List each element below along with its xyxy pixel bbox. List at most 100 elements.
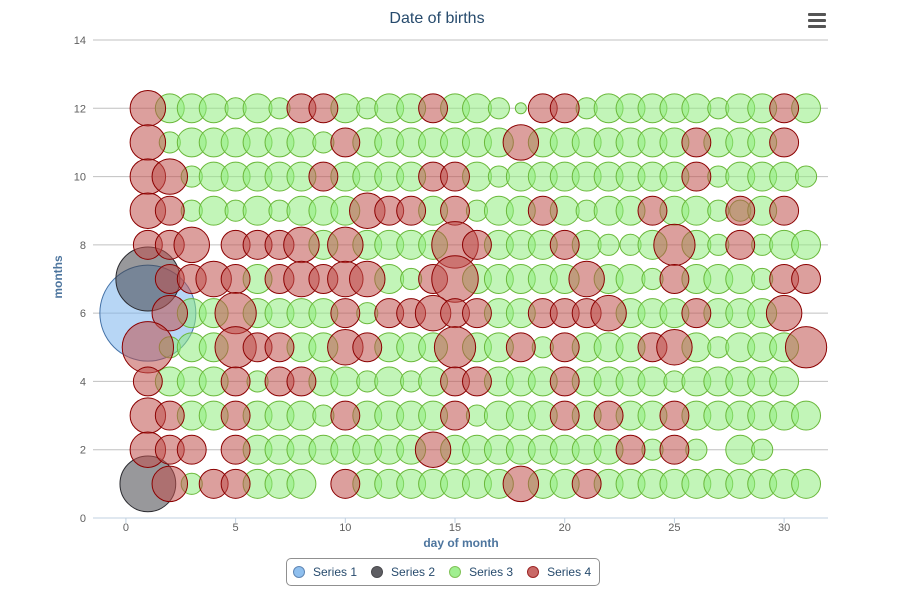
bubble-point[interactable] bbox=[784, 326, 828, 369]
bubble-point[interactable] bbox=[349, 260, 386, 298]
bubble-point[interactable] bbox=[440, 161, 470, 192]
bubble-point[interactable] bbox=[154, 195, 185, 226]
bubble-point[interactable] bbox=[330, 127, 361, 158]
bubble-point[interactable] bbox=[656, 329, 693, 366]
hamburger-menu-icon[interactable] bbox=[806, 10, 828, 30]
bubble-point[interactable] bbox=[791, 229, 822, 260]
bubble-point[interactable] bbox=[330, 366, 361, 397]
bubble-point[interactable] bbox=[681, 195, 712, 226]
bubble-point[interactable] bbox=[414, 431, 452, 468]
bubble-point[interactable] bbox=[286, 127, 317, 158]
bubble-point[interactable] bbox=[725, 264, 756, 294]
bubble-point[interactable] bbox=[151, 294, 189, 332]
bubble-point[interactable] bbox=[502, 124, 540, 161]
bubble-point[interactable] bbox=[129, 90, 167, 127]
bubble-point[interactable] bbox=[198, 93, 229, 124]
bubble-point[interactable] bbox=[220, 434, 251, 465]
bubble-point[interactable] bbox=[176, 434, 207, 465]
bubble-point[interactable] bbox=[461, 229, 492, 260]
bubble-point[interactable] bbox=[151, 158, 189, 195]
bubble-point[interactable] bbox=[487, 97, 510, 120]
legend-item-series-4[interactable]: Series 4 bbox=[527, 565, 591, 579]
bubble-point[interactable] bbox=[502, 465, 540, 503]
bubble-point[interactable] bbox=[283, 226, 320, 264]
bubble-point[interactable] bbox=[286, 400, 317, 431]
bubble-point[interactable] bbox=[286, 366, 317, 397]
bubble-point[interactable] bbox=[396, 195, 427, 226]
bubble-point[interactable] bbox=[568, 260, 605, 298]
bubble-point[interactable] bbox=[374, 366, 405, 397]
bubble-point[interactable] bbox=[769, 161, 800, 192]
legend-item-series-1[interactable]: Series 1 bbox=[293, 565, 357, 579]
bubble-point[interactable] bbox=[681, 93, 712, 124]
bubble-point[interactable] bbox=[593, 400, 624, 431]
bubble-point[interactable] bbox=[549, 229, 580, 260]
bubble-point[interactable] bbox=[327, 226, 364, 264]
bubble-point[interactable] bbox=[549, 93, 580, 124]
bubble-point[interactable] bbox=[461, 93, 492, 124]
bubble-point[interactable] bbox=[461, 298, 492, 329]
bubble-point[interactable] bbox=[505, 332, 536, 363]
bubble-point[interactable] bbox=[571, 468, 602, 499]
bubble-point[interactable] bbox=[308, 161, 339, 192]
bubble-point[interactable] bbox=[132, 366, 163, 397]
bubble-point[interactable] bbox=[433, 326, 477, 369]
bubble-point[interactable] bbox=[151, 465, 189, 503]
bubble-point[interactable] bbox=[637, 366, 668, 397]
bubble-point[interactable] bbox=[615, 264, 646, 294]
bubble-point[interactable] bbox=[330, 298, 361, 329]
bubble-point[interactable] bbox=[549, 366, 580, 397]
bubble-point[interactable] bbox=[352, 332, 383, 363]
bubble-point[interactable] bbox=[220, 400, 251, 431]
bubble-point[interactable] bbox=[264, 332, 295, 363]
bubble-point[interactable] bbox=[794, 165, 818, 188]
legend-item-series-2[interactable]: Series 2 bbox=[371, 565, 435, 579]
bubble-point[interactable] bbox=[769, 366, 800, 397]
bubble-point[interactable] bbox=[220, 264, 251, 294]
bubble-point[interactable] bbox=[791, 468, 822, 499]
bubble-point[interactable] bbox=[440, 400, 470, 431]
bubble-point[interactable] bbox=[659, 434, 690, 465]
bubble-point[interactable] bbox=[129, 124, 167, 161]
bubble-point[interactable] bbox=[615, 434, 646, 465]
bubble-point[interactable] bbox=[637, 195, 668, 226]
bubble-point[interactable] bbox=[330, 400, 361, 431]
bubble-point[interactable] bbox=[418, 93, 449, 124]
bubble-point[interactable] bbox=[440, 195, 470, 226]
bubble-point[interactable] bbox=[242, 93, 273, 124]
bubble-point[interactable] bbox=[597, 233, 620, 256]
bubble-point[interactable] bbox=[220, 366, 251, 397]
bubble-point[interactable] bbox=[549, 400, 580, 431]
bubble-point[interactable] bbox=[242, 195, 273, 226]
bubble-point[interactable] bbox=[681, 127, 712, 158]
bubble-point[interactable] bbox=[154, 400, 185, 431]
bubble-point[interactable] bbox=[653, 223, 696, 266]
bubble-point[interactable] bbox=[549, 332, 580, 363]
bubble-point[interactable] bbox=[681, 161, 712, 192]
bubble-point[interactable] bbox=[769, 127, 800, 158]
bubble-point[interactable] bbox=[330, 468, 361, 499]
bubble-point[interactable] bbox=[308, 93, 339, 124]
bubble-point[interactable] bbox=[514, 102, 527, 115]
bubble-point[interactable] bbox=[527, 195, 558, 226]
bubble-point[interactable] bbox=[286, 468, 317, 499]
bubble-point[interactable] bbox=[765, 294, 803, 332]
bubble-point[interactable] bbox=[173, 226, 210, 264]
bubble-point[interactable] bbox=[431, 255, 479, 303]
bubble-point[interactable] bbox=[725, 434, 756, 465]
bubble-point[interactable] bbox=[725, 195, 756, 226]
bubble-point[interactable] bbox=[220, 468, 251, 499]
legend-item-series-3[interactable]: Series 3 bbox=[449, 565, 513, 579]
bubble-point[interactable] bbox=[791, 400, 822, 431]
bubble-point[interactable] bbox=[659, 400, 690, 431]
bubble-point[interactable] bbox=[725, 229, 756, 260]
bubble-point[interactable] bbox=[769, 195, 800, 226]
bubble-point[interactable] bbox=[681, 298, 712, 329]
bubble-point[interactable] bbox=[791, 264, 822, 294]
bubble-point[interactable] bbox=[461, 366, 492, 397]
bubble-point[interactable] bbox=[590, 294, 627, 332]
bubble-point[interactable] bbox=[121, 321, 174, 374]
bubble-point[interactable] bbox=[769, 93, 800, 124]
bubble-point[interactable] bbox=[659, 264, 690, 294]
bubble-point[interactable] bbox=[198, 195, 229, 226]
